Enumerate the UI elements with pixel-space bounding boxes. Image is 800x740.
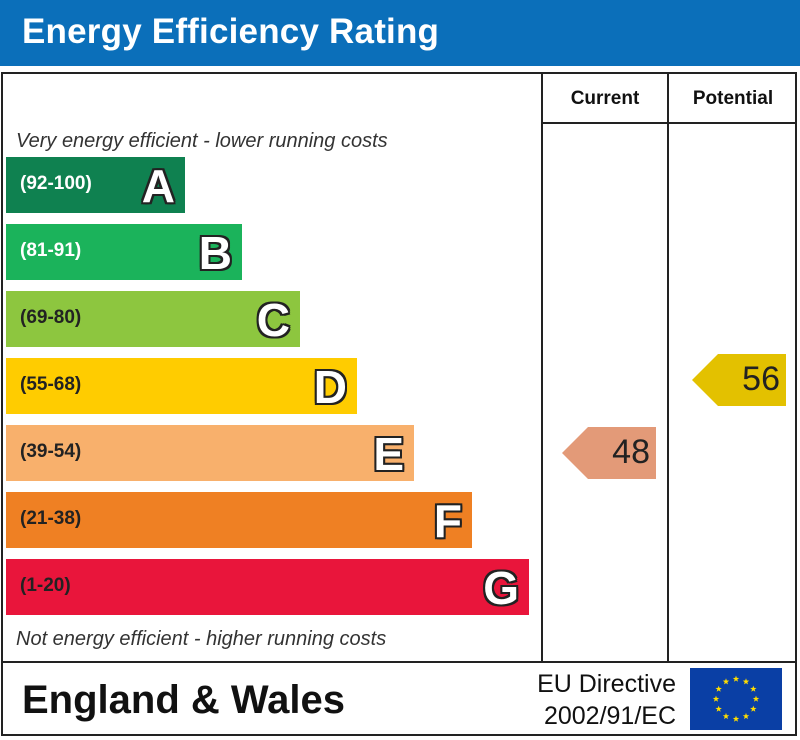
band-range-label: (1-20)	[20, 575, 71, 596]
band-range-label: (92-100)	[20, 173, 92, 194]
divider-footer	[1, 661, 797, 663]
column-header-current: Current	[570, 88, 640, 109]
arrow-shape	[562, 427, 656, 479]
directive-line-1: EU Directive	[537, 670, 676, 698]
note-bottom: Not energy efficient - higher running co…	[16, 628, 387, 650]
eu-star	[742, 712, 750, 720]
band-letter: E	[373, 428, 404, 480]
eu-star	[732, 675, 740, 682]
eu-star	[715, 685, 722, 692]
band-range-label: (21-38)	[20, 508, 82, 529]
page-title: Energy Efficiency Rating	[22, 12, 440, 51]
band-range-label: (81-91)	[20, 240, 82, 261]
band-f: (21-38) F	[6, 492, 472, 548]
divider-potential	[667, 72, 669, 663]
band-d: (55-68) D	[6, 358, 357, 414]
eu-star	[712, 695, 720, 702]
band-e: (39-54) E	[6, 425, 414, 481]
eu-directive: EU Directive 2002/91/EC	[537, 668, 676, 732]
band-letter: G	[483, 562, 519, 614]
eu-star	[722, 712, 730, 720]
band-g: (1-20) G	[6, 559, 529, 615]
divider-current	[541, 72, 543, 663]
band-range-label: (39-54)	[20, 441, 82, 462]
directive-line-2: 2002/91/EC	[543, 702, 676, 730]
band-c: (69-80) C	[6, 291, 300, 347]
note-top: Very energy efficient - lower running co…	[16, 130, 388, 152]
band-letter: F	[433, 495, 462, 547]
band-a: (92-100) A	[6, 157, 185, 213]
divider-header-row	[541, 122, 797, 124]
arrow-value: 48	[612, 433, 650, 471]
eu-star	[750, 705, 757, 712]
band-letter: A	[141, 160, 175, 212]
arrow-current: 48	[562, 427, 656, 479]
eu-star	[750, 685, 757, 692]
band-letter: C	[256, 294, 290, 346]
eu-star	[752, 695, 760, 702]
eu-star	[722, 678, 730, 685]
arrow-shape	[692, 354, 786, 406]
eu-star	[715, 705, 722, 712]
arrow-value: 56	[742, 360, 780, 398]
band-letter: B	[198, 227, 232, 279]
column-header-potential: Potential	[692, 88, 774, 109]
band-range-label: (69-80)	[20, 307, 82, 328]
header-bar: Energy Efficiency Rating	[0, 0, 800, 66]
eu-star	[742, 678, 750, 685]
rating-frame	[1, 72, 797, 736]
eu-flag-icon	[690, 668, 782, 730]
eu-star	[732, 715, 740, 722]
band-letter: D	[313, 361, 347, 413]
band-b: (81-91) B	[6, 224, 242, 280]
band-range-label: (55-68)	[20, 374, 82, 395]
country-label: England & Wales	[22, 678, 346, 722]
arrow-potential: 56	[692, 354, 786, 406]
